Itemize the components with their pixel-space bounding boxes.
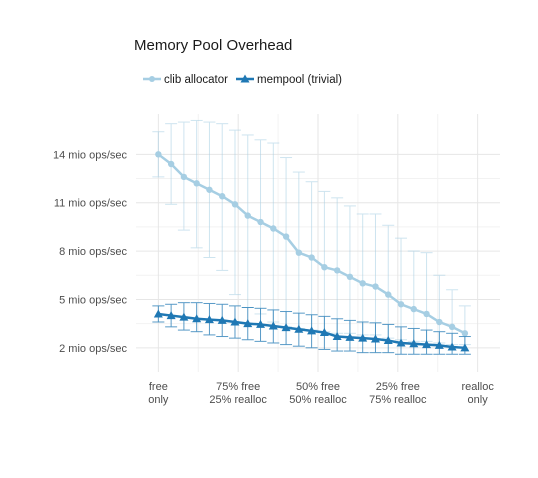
- error-bar: [331, 197, 344, 334]
- data-point: [282, 233, 290, 240]
- data-point: [192, 314, 202, 323]
- data-point: [217, 315, 227, 324]
- data-point: [410, 305, 417, 313]
- data-point: [166, 311, 176, 320]
- data-point: [345, 332, 355, 341]
- data-point: [422, 340, 432, 349]
- data-point: [409, 339, 419, 348]
- x-tick-label: 75% free 25% realloc: [209, 381, 267, 406]
- x-tick-label: 25% free 75% realloc: [369, 381, 427, 406]
- data-point: [319, 327, 329, 336]
- y-tick-label: 11 mio ops/sec: [54, 198, 128, 210]
- data-point: [333, 267, 341, 274]
- data-point: [359, 280, 366, 287]
- data-point: [448, 323, 456, 331]
- data-point: [397, 301, 405, 308]
- data-point: [346, 273, 354, 281]
- data-point: [155, 151, 162, 158]
- data-point: [270, 225, 277, 232]
- legend-item-mempool: mempool (trivial): [236, 74, 342, 86]
- data-point: [167, 160, 175, 168]
- series-mempool: [152, 302, 471, 355]
- error-bar: [318, 190, 331, 333]
- plot-area: 2 mio ops/sec 5 mio ops/sec 8 mio ops/sec 1…: [53, 114, 500, 406]
- data-point: [436, 318, 443, 326]
- error-bar: [395, 237, 408, 341]
- y-tick-label: 8 mio ops/sec: [59, 246, 127, 258]
- error-bar: [241, 134, 254, 308]
- x-tick-label: free only: [148, 381, 169, 406]
- data-point: [231, 201, 239, 208]
- y-tick-label: 14 mio ops/sec: [53, 149, 127, 161]
- legend-swatch-clib-marker: [149, 76, 155, 82]
- x-tick-label: 50% free 50% realloc: [289, 381, 347, 406]
- data-point: [447, 342, 457, 351]
- y-tick-label: 5 mio ops/sec: [59, 294, 127, 306]
- data-point: [244, 212, 251, 219]
- data-point: [461, 330, 469, 337]
- legend-label-mempool: mempool (trivial): [257, 74, 342, 86]
- data-point: [153, 309, 163, 318]
- error-bar: [228, 129, 241, 296]
- data-point: [383, 336, 393, 345]
- error-bar: [420, 252, 433, 342]
- data-point: [268, 321, 278, 330]
- data-point: [180, 173, 188, 181]
- data-point: [370, 334, 380, 343]
- data-point: [358, 333, 368, 342]
- error-bar: [369, 213, 382, 336]
- data-point: [321, 263, 328, 271]
- series-clib: [152, 119, 471, 346]
- data-point: [332, 332, 342, 341]
- legend-label-clib: clib allocator: [164, 74, 228, 86]
- data-point: [257, 218, 264, 226]
- data-point: [206, 186, 213, 193]
- data-point: [179, 312, 189, 321]
- error-bar: [356, 213, 369, 336]
- data-point: [308, 254, 315, 261]
- data-point: [294, 324, 304, 333]
- legend-item-clib: clib allocator: [143, 74, 228, 86]
- data-point: [423, 310, 430, 318]
- error-bar: [343, 205, 356, 334]
- y-tick-label: 2 mio ops/sec: [59, 343, 127, 355]
- data-point: [281, 323, 291, 332]
- data-point: [372, 283, 379, 290]
- data-point: [243, 319, 253, 328]
- error-bar: [407, 250, 420, 342]
- legend-swatch-mempool-marker: [240, 74, 250, 83]
- error-bar: [382, 224, 395, 339]
- data-point: [460, 343, 470, 352]
- x-tick-label: realloc only: [461, 381, 494, 406]
- data-point: [295, 249, 303, 256]
- data-point: [204, 315, 214, 324]
- data-point: [396, 338, 406, 347]
- data-point: [434, 340, 444, 349]
- data-point: [307, 326, 317, 335]
- data-point: [385, 291, 392, 298]
- data-point: [230, 317, 240, 326]
- legend: clib allocator mempool (trivial): [143, 74, 342, 86]
- chart-title: Memory Pool Overhead: [134, 37, 292, 54]
- data-point: [193, 180, 200, 187]
- data-point: [219, 193, 226, 200]
- data-point: [256, 319, 266, 328]
